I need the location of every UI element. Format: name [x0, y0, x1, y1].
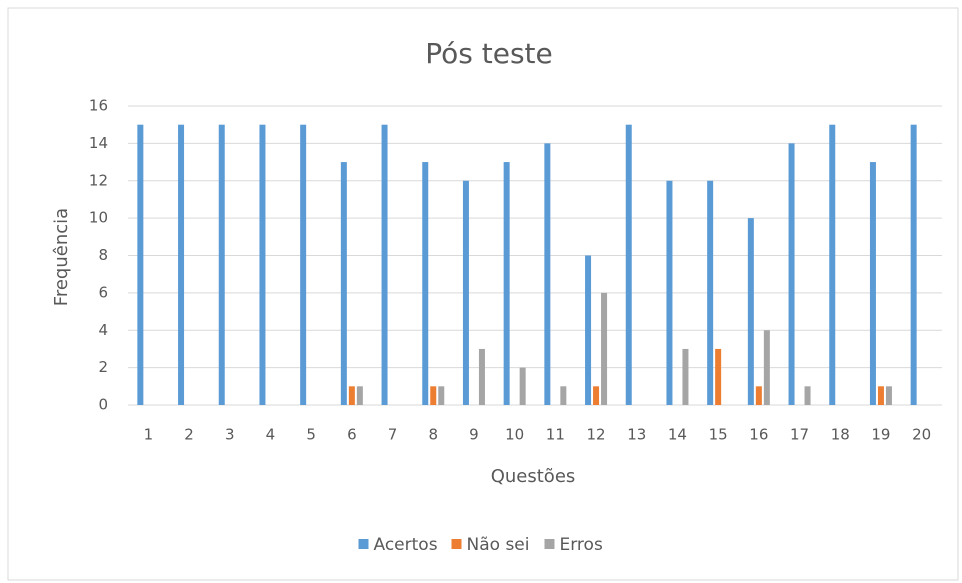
bar — [755, 386, 762, 405]
x-tick-label: 4 — [266, 426, 276, 444]
bar — [438, 386, 445, 405]
bar — [585, 255, 592, 405]
x-tick-label: 16 — [749, 426, 768, 444]
bar — [478, 348, 485, 405]
bar — [218, 124, 225, 405]
bar — [340, 162, 347, 405]
x-tick-label: 17 — [790, 426, 809, 444]
legend-swatch — [451, 539, 462, 549]
y-tick-label: 8 — [98, 246, 108, 264]
x-tick-label: 19 — [871, 426, 890, 444]
legend-swatch — [358, 539, 369, 549]
x-tick-label: 6 — [347, 426, 357, 444]
y-tick-label: 2 — [98, 358, 108, 376]
bar — [348, 386, 355, 405]
x-tick-label: 12 — [587, 426, 606, 444]
bar — [300, 124, 307, 405]
bar — [682, 348, 689, 405]
legend-label: Acertos — [374, 535, 438, 555]
y-tick-label: 4 — [98, 321, 108, 339]
bar — [869, 162, 876, 405]
x-tick-label: 8 — [428, 426, 438, 444]
bar — [625, 124, 632, 405]
bar — [666, 180, 673, 405]
bar — [804, 386, 811, 405]
bar — [259, 124, 266, 405]
x-tick-label: 5 — [306, 426, 316, 444]
y-tick-label: 10 — [89, 209, 108, 227]
bar — [763, 330, 770, 405]
bar — [707, 180, 714, 405]
x-tick-label: 13 — [627, 426, 646, 444]
bar — [462, 180, 469, 405]
y-axis-label: Frequência — [51, 208, 72, 306]
y-tick-label: 0 — [98, 396, 108, 414]
bar — [885, 386, 892, 405]
y-tick-label: 12 — [89, 171, 108, 189]
y-tick-label: 14 — [89, 134, 108, 152]
legend-label: Não sei — [467, 535, 530, 555]
bar — [137, 124, 144, 405]
x-tick-label: 15 — [709, 426, 728, 444]
bar — [560, 386, 567, 405]
x-tick-label: 1 — [144, 426, 154, 444]
bar — [788, 143, 795, 405]
bar — [178, 124, 185, 405]
legend-label: Erros — [560, 535, 603, 555]
y-tick-label: 6 — [98, 283, 108, 301]
x-tick-label: 14 — [668, 426, 687, 444]
bar — [715, 348, 722, 405]
bar — [430, 386, 437, 405]
x-tick-label: 18 — [831, 426, 850, 444]
bar — [381, 124, 388, 405]
bar — [356, 386, 363, 405]
legend-swatch — [544, 539, 555, 549]
x-tick-label: 3 — [225, 426, 235, 444]
bar — [747, 218, 754, 405]
bar — [544, 143, 551, 405]
bar — [910, 124, 917, 405]
x-tick-label: 9 — [469, 426, 479, 444]
y-tick-label: 16 — [89, 97, 108, 115]
x-tick-label: 20 — [912, 426, 931, 444]
chart-title: Pós teste — [425, 37, 553, 70]
x-axis-label: Questões — [491, 466, 576, 487]
bar — [877, 386, 884, 405]
bar — [422, 162, 429, 405]
bar — [601, 292, 608, 405]
x-tick-label: 2 — [184, 426, 194, 444]
x-tick-label: 7 — [388, 426, 398, 444]
chart-border — [7, 7, 959, 581]
x-tick-label: 11 — [546, 426, 565, 444]
x-tick-label: 10 — [505, 426, 524, 444]
bar — [593, 386, 600, 405]
bar — [829, 124, 836, 405]
bar — [503, 162, 510, 405]
bar — [519, 367, 526, 405]
